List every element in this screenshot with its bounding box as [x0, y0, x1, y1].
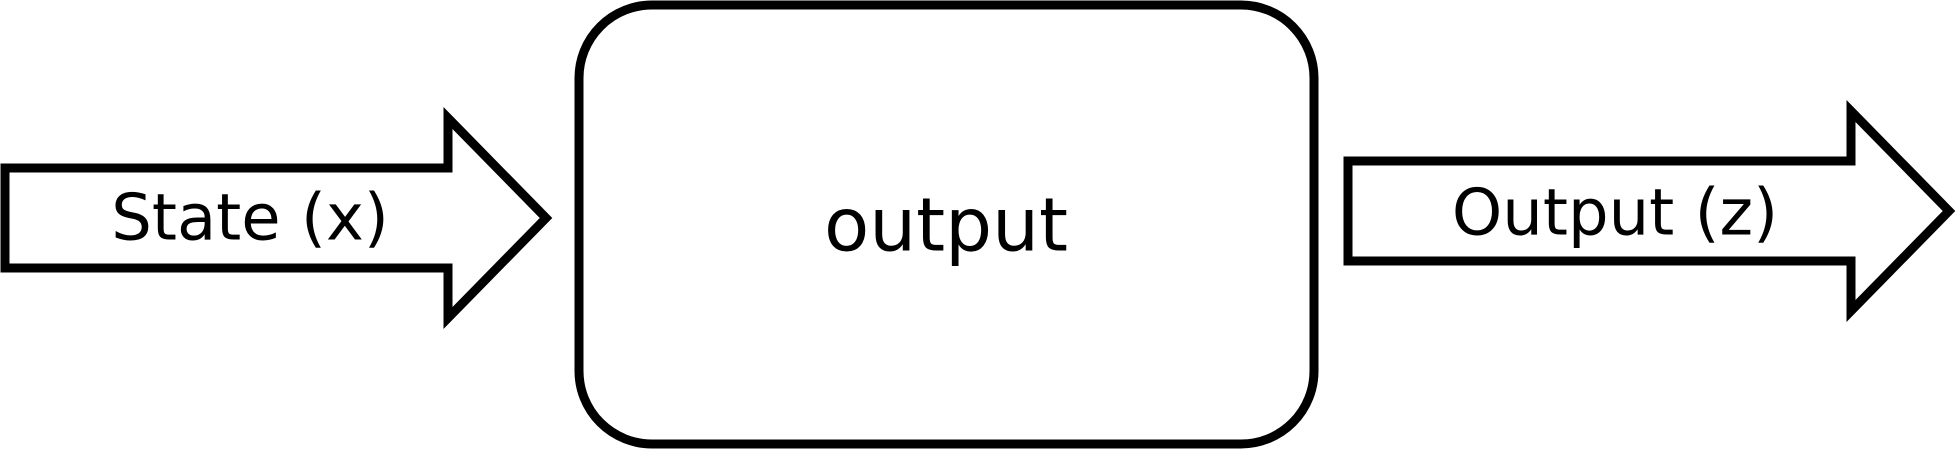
output-arrow-shape: [1343, 99, 1956, 323]
input-arrow-label: State (x): [111, 182, 389, 256]
output-arrow: Output (z): [1343, 99, 1956, 323]
output-arrow-label: Output (z): [1452, 177, 1778, 251]
input-arrow: State (x): [0, 106, 553, 330]
input-arrow-shape: [0, 106, 553, 330]
process-box-shape: [574, 0, 1319, 449]
process-box: output: [574, 0, 1319, 449]
process-box-label: output: [824, 183, 1068, 269]
